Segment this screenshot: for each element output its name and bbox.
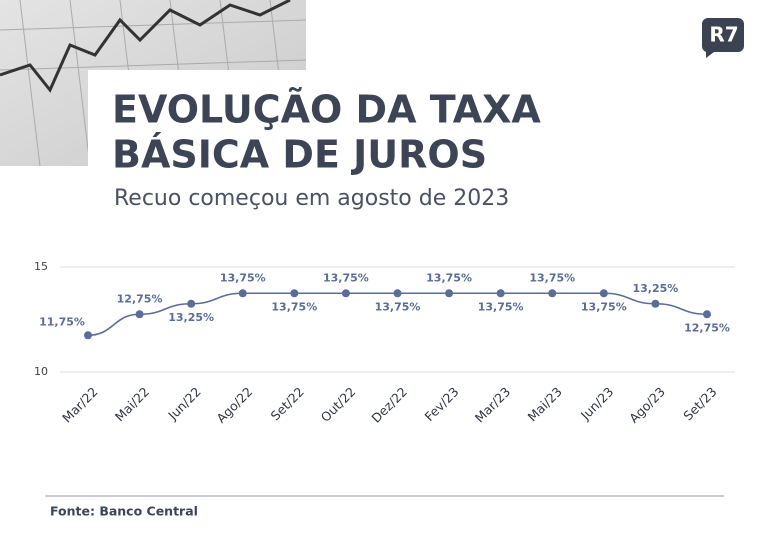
- data-label: 13,25%: [168, 311, 214, 324]
- x-tick-label: Set/22: [268, 384, 307, 423]
- x-tick-label: Ago/22: [213, 384, 255, 426]
- data-label: 13,75%: [323, 271, 369, 284]
- data-label: 12,75%: [117, 292, 163, 305]
- data-point: [703, 310, 711, 319]
- data-point: [393, 289, 402, 298]
- data-label: 11,75%: [39, 315, 85, 328]
- data-label: 12,75%: [684, 321, 730, 334]
- data-point: [445, 289, 454, 298]
- source: Fonte: Banco Central: [50, 504, 198, 519]
- x-tick-label: Set/23: [680, 384, 719, 423]
- x-tick-label: Mai/22: [112, 384, 152, 424]
- logo: R7: [701, 18, 744, 58]
- data-label: 13,75%: [220, 271, 266, 284]
- data-label: 13,75%: [478, 300, 524, 313]
- y-tick-label: 10: [34, 365, 48, 378]
- x-tick-label: Mar/23: [472, 384, 514, 426]
- data-point: [187, 299, 196, 308]
- x-tick-label: Ago/23: [626, 384, 668, 426]
- x-tick-label: Jun/23: [577, 384, 616, 423]
- data-label: 13,75%: [375, 300, 421, 313]
- x-tick-label: Fev/23: [422, 384, 462, 424]
- data-label: 13,75%: [426, 271, 472, 284]
- data-label: 13,75%: [529, 271, 575, 284]
- data-point: [84, 331, 92, 340]
- chart-title: EVOLUÇÃO DA TAXA: [112, 88, 541, 132]
- chart-subtitle: Recuo começou em agosto de 2023: [114, 186, 509, 211]
- data-point: [290, 289, 299, 298]
- data-point: [651, 299, 660, 308]
- data-point: [238, 289, 247, 298]
- data-label: 13,75%: [581, 300, 627, 313]
- data-point: [341, 289, 350, 298]
- x-tick-label: Dez/22: [368, 384, 410, 426]
- data-point: [135, 310, 144, 319]
- y-tick-label: 15: [34, 260, 48, 273]
- data-point: [496, 289, 505, 298]
- x-tick-label: Mai/23: [525, 384, 565, 424]
- chart-title: BÁSICA DE JUROS: [112, 133, 487, 177]
- data-point: [548, 289, 557, 298]
- x-tick-label: Out/22: [318, 384, 359, 425]
- x-tick-label: Mar/22: [59, 384, 101, 426]
- data-label: 13,25%: [633, 282, 679, 295]
- logo-text: R7: [709, 23, 738, 47]
- header-photo: [0, 0, 307, 167]
- data-label: 13,75%: [271, 300, 317, 313]
- data-point: [599, 289, 608, 298]
- x-tick-label: Jun/22: [164, 384, 203, 423]
